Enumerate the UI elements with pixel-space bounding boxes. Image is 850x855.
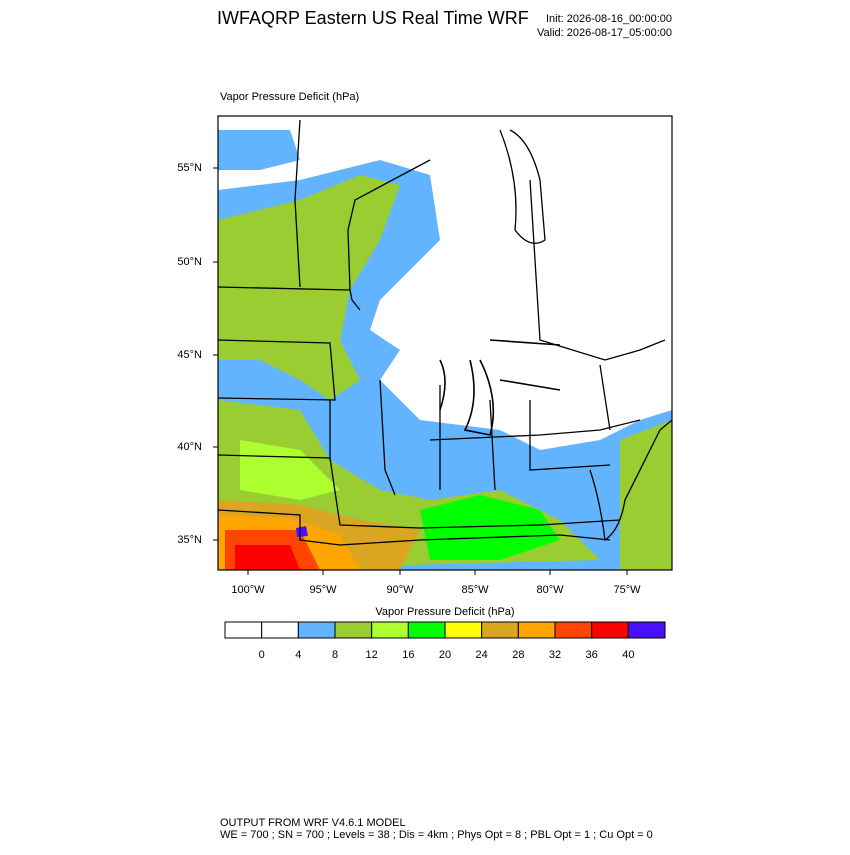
borders [218, 119, 672, 546]
colorbar-title: Vapor Pressure Deficit (hPa) [375, 606, 514, 618]
colorbar-box [224, 621, 263, 639]
vpd-area [218, 130, 300, 170]
colorbar-label: 28 [512, 649, 524, 661]
colorbar-label: 20 [439, 649, 451, 661]
coast [439, 339, 561, 436]
footer-line2: WE = 700 ; SN = 700 ; Levels = 38 ; Dis … [220, 829, 653, 841]
lon-label: 85°W [461, 584, 489, 596]
init-time: Init: 2026-08-16_00:00:00 [546, 13, 672, 25]
colorbar-label: 24 [476, 649, 488, 661]
lat-label: 50°N [177, 256, 202, 268]
coast [499, 129, 546, 244]
colorbar-box [517, 621, 556, 639]
colorbar-box [334, 621, 373, 639]
colorbar: 0 4 8 12 16 20 24 28 32 36 40 [224, 621, 666, 661]
vpd-area [218, 175, 400, 400]
colorbar-box [481, 621, 519, 639]
vpd-area [240, 440, 340, 500]
vpd-area [296, 526, 308, 537]
colorbar-label: 36 [586, 649, 598, 661]
lon-label: 90°W [386, 584, 414, 596]
lat-label: 35°N [177, 534, 202, 546]
map-axes: 55°N 50°N 45°N 40°N 35°N 100°W 95°W 90°W 85°W 80°… [177, 162, 641, 596]
lon-label: 95°W [309, 584, 337, 596]
border [218, 454, 621, 529]
lat-label: 55°N [177, 162, 202, 174]
vpd-area [620, 420, 672, 570]
border [329, 379, 611, 496]
title: IWFAQRP Eastern US Real Time WRF [217, 8, 529, 28]
map-label: Vapor Pressure Deficit (hPa) [220, 91, 359, 103]
colorbar-label: 32 [549, 649, 561, 661]
colorbar-label: 16 [402, 649, 414, 661]
border [294, 119, 301, 288]
colorbar-box [407, 621, 446, 639]
border [347, 159, 431, 291]
lat-label: 40°N [177, 441, 202, 453]
lon-label: 75°W [613, 584, 641, 596]
colorbar-label: 40 [622, 649, 634, 661]
vpd-area [235, 545, 300, 570]
valid-time: Valid: 2026-08-17_05:00:00 [537, 27, 672, 39]
vpd-area [420, 495, 560, 560]
colorbar-box [297, 621, 336, 639]
footer-line1: OUTPUT FROM WRF V4.6.1 MODEL [220, 817, 406, 829]
colorbar-box [591, 621, 629, 639]
border [218, 286, 361, 311]
lon-label: 80°W [536, 584, 564, 596]
coast [589, 419, 672, 542]
border [529, 179, 666, 361]
colorbar-label: 4 [295, 649, 301, 661]
lon-label: 100°W [231, 584, 265, 596]
colorbar-label: 12 [366, 649, 378, 661]
colorbar-box [627, 621, 666, 639]
lat-label: 45°N [177, 349, 202, 361]
border [218, 339, 336, 401]
colorbar-box [444, 621, 483, 639]
map [218, 116, 672, 570]
colorbar-box [554, 621, 593, 639]
colorbar-box [371, 621, 409, 639]
colorbar-label: 0 [259, 649, 265, 661]
map-frame [217, 115, 673, 571]
colorbar-box [261, 621, 299, 639]
colorbar-label: 8 [332, 649, 338, 661]
border [429, 364, 641, 441]
border [218, 509, 611, 546]
